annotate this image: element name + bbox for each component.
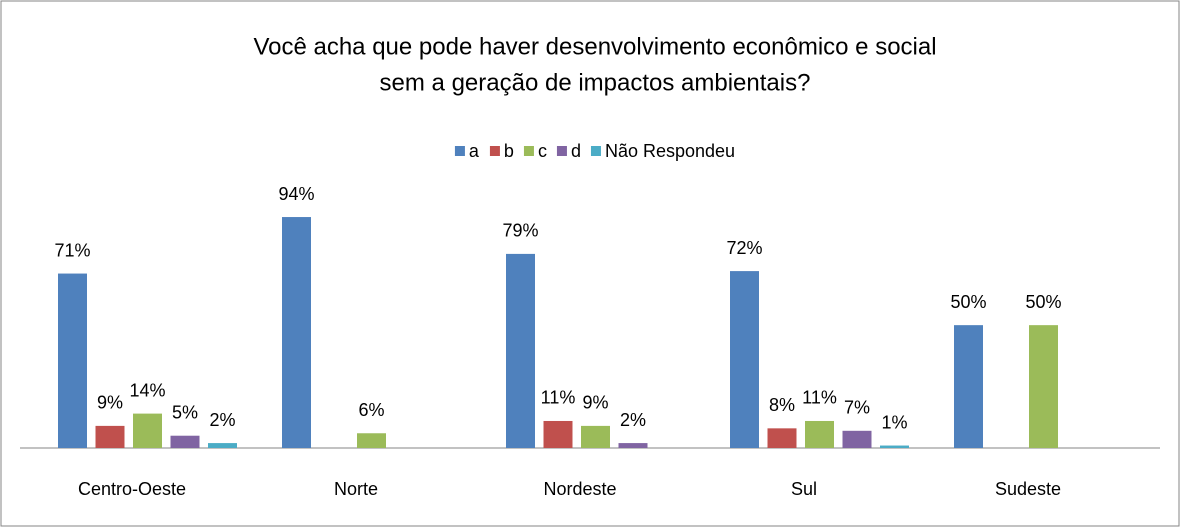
bar <box>543 420 573 448</box>
legend-label: Não Respondeu <box>605 141 735 161</box>
legend-swatch <box>523 146 534 156</box>
data-label: 50% <box>950 292 986 312</box>
bar <box>730 271 759 448</box>
data-label: 14% <box>129 380 165 400</box>
legend-label: c <box>538 141 547 161</box>
bar <box>282 217 311 448</box>
bar <box>767 428 797 448</box>
bar <box>58 273 87 448</box>
legend-swatch <box>454 146 465 156</box>
data-label: 7% <box>844 398 870 418</box>
data-label: 1% <box>881 412 907 432</box>
chart-title: sem a geração de impactos ambientais? <box>380 69 811 96</box>
data-label: 2% <box>209 410 235 430</box>
bar <box>133 413 162 448</box>
legend-swatch <box>489 146 500 156</box>
data-label: 11% <box>802 388 837 408</box>
bar <box>95 425 125 448</box>
data-label: 94% <box>278 184 314 204</box>
legend-swatch <box>590 146 601 156</box>
bar <box>805 420 834 448</box>
bar <box>1029 325 1058 448</box>
bar <box>357 433 386 448</box>
legend-swatch <box>556 146 567 156</box>
bar <box>506 253 535 448</box>
x-tick-label: Norte <box>334 479 378 499</box>
legend-label: b <box>504 141 514 161</box>
bar <box>618 443 648 448</box>
data-label: 79% <box>502 221 538 241</box>
data-label: 5% <box>172 402 198 422</box>
data-label: 50% <box>1025 292 1061 312</box>
bar <box>208 443 237 448</box>
x-tick-label: Sul <box>791 479 817 499</box>
legend-label: d <box>571 141 581 161</box>
data-label: 71% <box>54 240 90 260</box>
bar <box>954 325 983 448</box>
bar <box>880 445 909 448</box>
data-label: 9% <box>582 393 608 413</box>
data-label: 9% <box>97 393 123 413</box>
chart-title: Você acha que pode haver desenvolvimento… <box>253 33 936 60</box>
bar <box>170 435 200 448</box>
bar <box>581 425 610 448</box>
data-label: 8% <box>769 395 795 415</box>
legend-label: a <box>469 141 480 161</box>
x-tick-label: Centro-Oeste <box>78 479 186 499</box>
x-tick-label: Sudeste <box>995 479 1061 499</box>
x-tick-label: Nordeste <box>543 479 616 499</box>
data-label: 72% <box>726 238 762 258</box>
bar <box>842 430 872 448</box>
data-label: 6% <box>358 400 384 420</box>
data-label: 11% <box>541 388 576 408</box>
data-label: 2% <box>620 410 646 430</box>
